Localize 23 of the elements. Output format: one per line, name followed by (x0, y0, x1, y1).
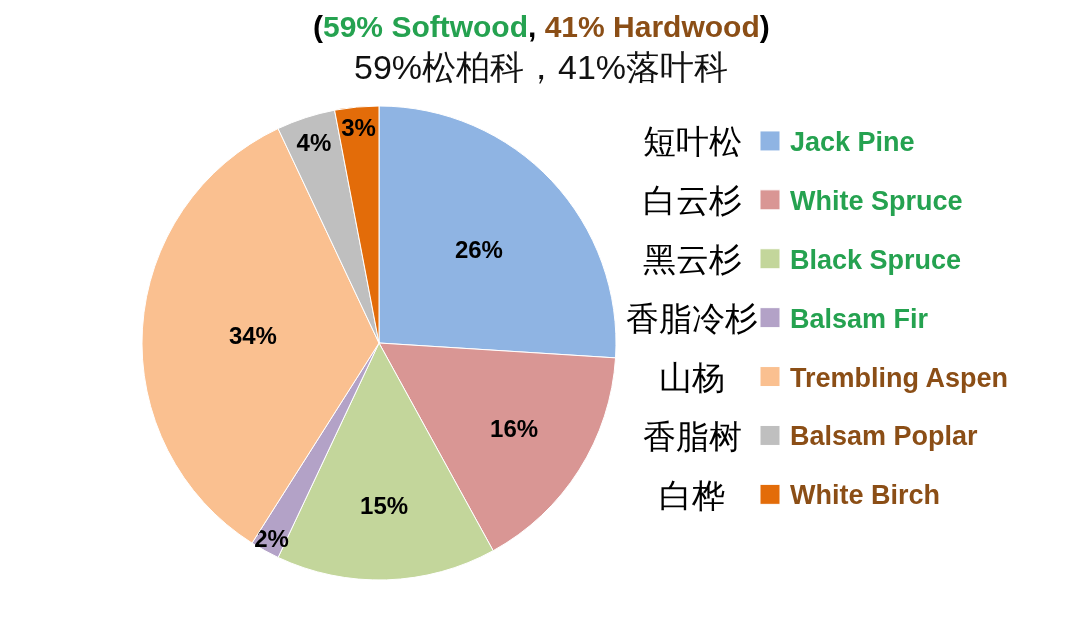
legend-label: White Spruce (790, 185, 963, 216)
text: 白云杉 (643, 182, 742, 219)
text: 短叶松 (643, 123, 742, 160)
legend-label: Jack Pine (790, 126, 915, 157)
chart-title: (59% Softwood, 41% Hardwood) (313, 10, 770, 43)
text: 黑云杉 (643, 241, 742, 278)
text: 香脂冷杉 (626, 300, 758, 337)
legend-label: White Birch (790, 480, 941, 511)
legend-label: Balsam Poplar (790, 421, 979, 452)
text: 山杨 (659, 359, 725, 396)
data-label: 3% (341, 113, 376, 141)
legend-label: Black Spruce (790, 244, 962, 275)
legend-label: Trembling Aspen (790, 362, 1009, 393)
data-label: 26% (454, 235, 503, 263)
data-label: 34% (228, 321, 277, 349)
text: 香脂树 (643, 418, 742, 455)
data-label: 4% (296, 129, 332, 157)
data-label: 15% (360, 492, 409, 520)
text: 白桦 (659, 477, 725, 514)
data-label: 2% (254, 524, 289, 552)
data-label: 16% (490, 415, 539, 443)
legend-label: Balsam Fir (790, 303, 929, 334)
chart-subtitle: 59%松柏科，41%落叶科 (354, 48, 729, 86)
